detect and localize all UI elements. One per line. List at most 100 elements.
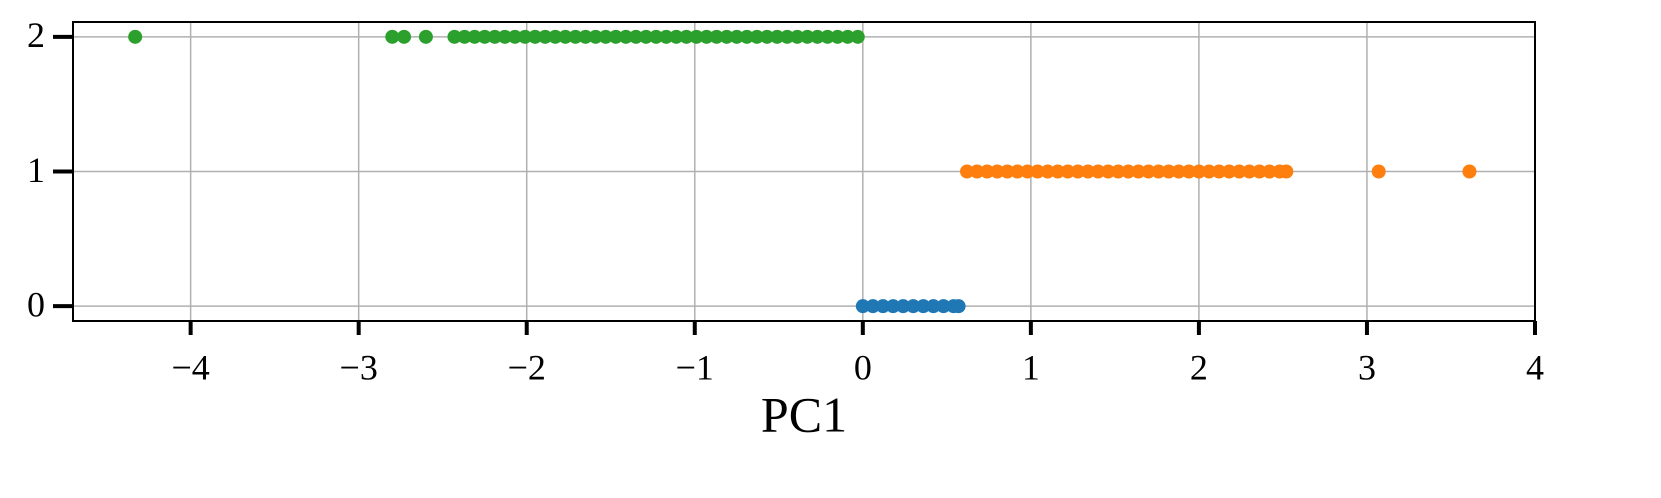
point	[457, 29, 472, 44]
y-tick-label: 1	[27, 150, 45, 190]
point	[830, 29, 845, 44]
point	[1262, 164, 1277, 179]
point	[618, 29, 633, 44]
point	[780, 29, 795, 44]
point	[1151, 164, 1166, 179]
plot-frame	[72, 21, 1536, 322]
point	[497, 29, 512, 44]
point	[960, 164, 975, 179]
point	[926, 299, 941, 314]
point	[558, 29, 573, 44]
x-tick-label: 2	[1190, 347, 1208, 387]
point	[1279, 164, 1294, 179]
x-tick-label: −2	[508, 347, 546, 387]
point	[951, 299, 966, 314]
point	[1191, 164, 1206, 179]
point	[800, 29, 815, 44]
point	[518, 29, 533, 44]
point	[538, 29, 553, 44]
point	[1131, 164, 1146, 179]
point	[1201, 164, 1216, 179]
point	[689, 29, 704, 44]
point	[1020, 164, 1035, 179]
point	[1371, 164, 1386, 179]
y-tick-label: 2	[27, 15, 45, 55]
point	[770, 29, 785, 44]
point	[578, 29, 593, 44]
point	[1050, 164, 1065, 179]
point	[840, 29, 855, 44]
point	[548, 29, 563, 44]
y-tick-label: 0	[27, 284, 45, 324]
point	[1252, 164, 1267, 179]
point	[598, 29, 613, 44]
point	[639, 29, 654, 44]
point	[990, 164, 1005, 179]
point	[896, 299, 911, 314]
point	[1212, 164, 1227, 179]
point	[1181, 164, 1196, 179]
point	[1000, 164, 1015, 179]
point	[507, 29, 522, 44]
point	[760, 29, 775, 44]
point	[608, 29, 623, 44]
point	[568, 29, 583, 44]
point	[128, 29, 143, 44]
point	[1171, 164, 1186, 179]
point	[906, 299, 921, 314]
point	[1141, 164, 1156, 179]
point	[1091, 164, 1106, 179]
point	[855, 299, 870, 314]
point	[916, 299, 931, 314]
point	[980, 164, 995, 179]
point	[810, 29, 825, 44]
x-axis-label: PC1	[761, 386, 847, 442]
point	[385, 29, 400, 44]
point	[679, 29, 694, 44]
point	[1040, 164, 1055, 179]
point	[669, 29, 684, 44]
x-tick-label: −4	[171, 347, 209, 387]
point	[709, 29, 724, 44]
point	[749, 29, 764, 44]
point	[1232, 164, 1247, 179]
point	[1161, 164, 1176, 179]
point	[1462, 164, 1477, 179]
point	[1242, 164, 1257, 179]
point	[936, 299, 951, 314]
point	[649, 29, 664, 44]
x-tick-label: 4	[1526, 347, 1544, 387]
point	[739, 29, 754, 44]
point	[397, 29, 412, 44]
point	[865, 299, 880, 314]
point	[1060, 164, 1075, 179]
point	[970, 164, 985, 179]
point	[1111, 164, 1126, 179]
point	[1030, 164, 1045, 179]
point	[820, 29, 835, 44]
point	[1101, 164, 1116, 179]
point	[487, 29, 502, 44]
point	[659, 29, 674, 44]
point	[729, 29, 744, 44]
point	[1010, 164, 1025, 179]
point	[528, 29, 543, 44]
point	[875, 299, 890, 314]
point	[1222, 164, 1237, 179]
x-tick-label: 0	[854, 347, 872, 387]
point	[477, 29, 492, 44]
point	[699, 29, 714, 44]
x-tick-label: −3	[340, 347, 378, 387]
point	[447, 29, 462, 44]
x-tick-label: 3	[1358, 347, 1376, 387]
x-tick-label: 1	[1022, 347, 1040, 387]
point	[719, 29, 734, 44]
point	[628, 29, 643, 44]
point	[588, 29, 603, 44]
point	[790, 29, 805, 44]
point	[850, 29, 865, 44]
point	[467, 29, 482, 44]
x-tick-label: −1	[676, 347, 714, 387]
